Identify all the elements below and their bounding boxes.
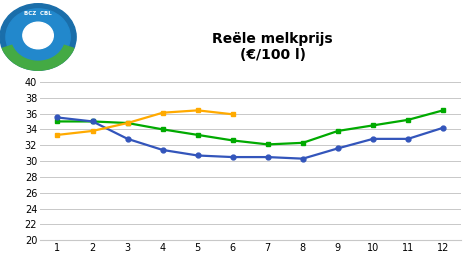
2019 xyxy=(90,120,95,123)
2020 xyxy=(55,116,60,119)
2019 xyxy=(125,121,130,125)
2020 xyxy=(195,154,201,157)
Line: 2021: 2021 xyxy=(55,108,235,137)
Circle shape xyxy=(6,9,70,65)
Text: BCZ  CBL: BCZ CBL xyxy=(24,11,52,16)
2021 xyxy=(90,129,95,133)
2019 xyxy=(195,133,201,136)
2021 xyxy=(230,113,235,116)
Line: 2020: 2020 xyxy=(55,115,446,161)
Circle shape xyxy=(23,22,53,49)
2020 xyxy=(300,157,306,160)
2020 xyxy=(440,126,446,129)
2020 xyxy=(90,120,95,123)
Line: 2019: 2019 xyxy=(55,108,446,147)
2020 xyxy=(370,137,376,140)
2019 xyxy=(300,141,306,144)
2020 xyxy=(125,137,130,140)
2021 xyxy=(160,111,165,114)
2020 xyxy=(160,148,165,152)
Wedge shape xyxy=(2,45,74,70)
2020 xyxy=(230,155,235,159)
2019 xyxy=(230,139,235,142)
2019 xyxy=(160,128,165,131)
Text: Reële melkprijs
(€/100 l): Reële melkprijs (€/100 l) xyxy=(212,32,333,62)
2021 xyxy=(125,121,130,125)
2020 xyxy=(405,137,411,140)
2021 xyxy=(55,133,60,136)
2021 xyxy=(195,109,201,112)
Circle shape xyxy=(0,4,76,70)
2020 xyxy=(335,147,341,150)
2019 xyxy=(55,120,60,123)
2020 xyxy=(265,155,271,159)
2019 xyxy=(370,124,376,127)
2019 xyxy=(405,118,411,121)
2019 xyxy=(265,143,271,146)
2019 xyxy=(335,129,341,133)
2019 xyxy=(440,109,446,112)
